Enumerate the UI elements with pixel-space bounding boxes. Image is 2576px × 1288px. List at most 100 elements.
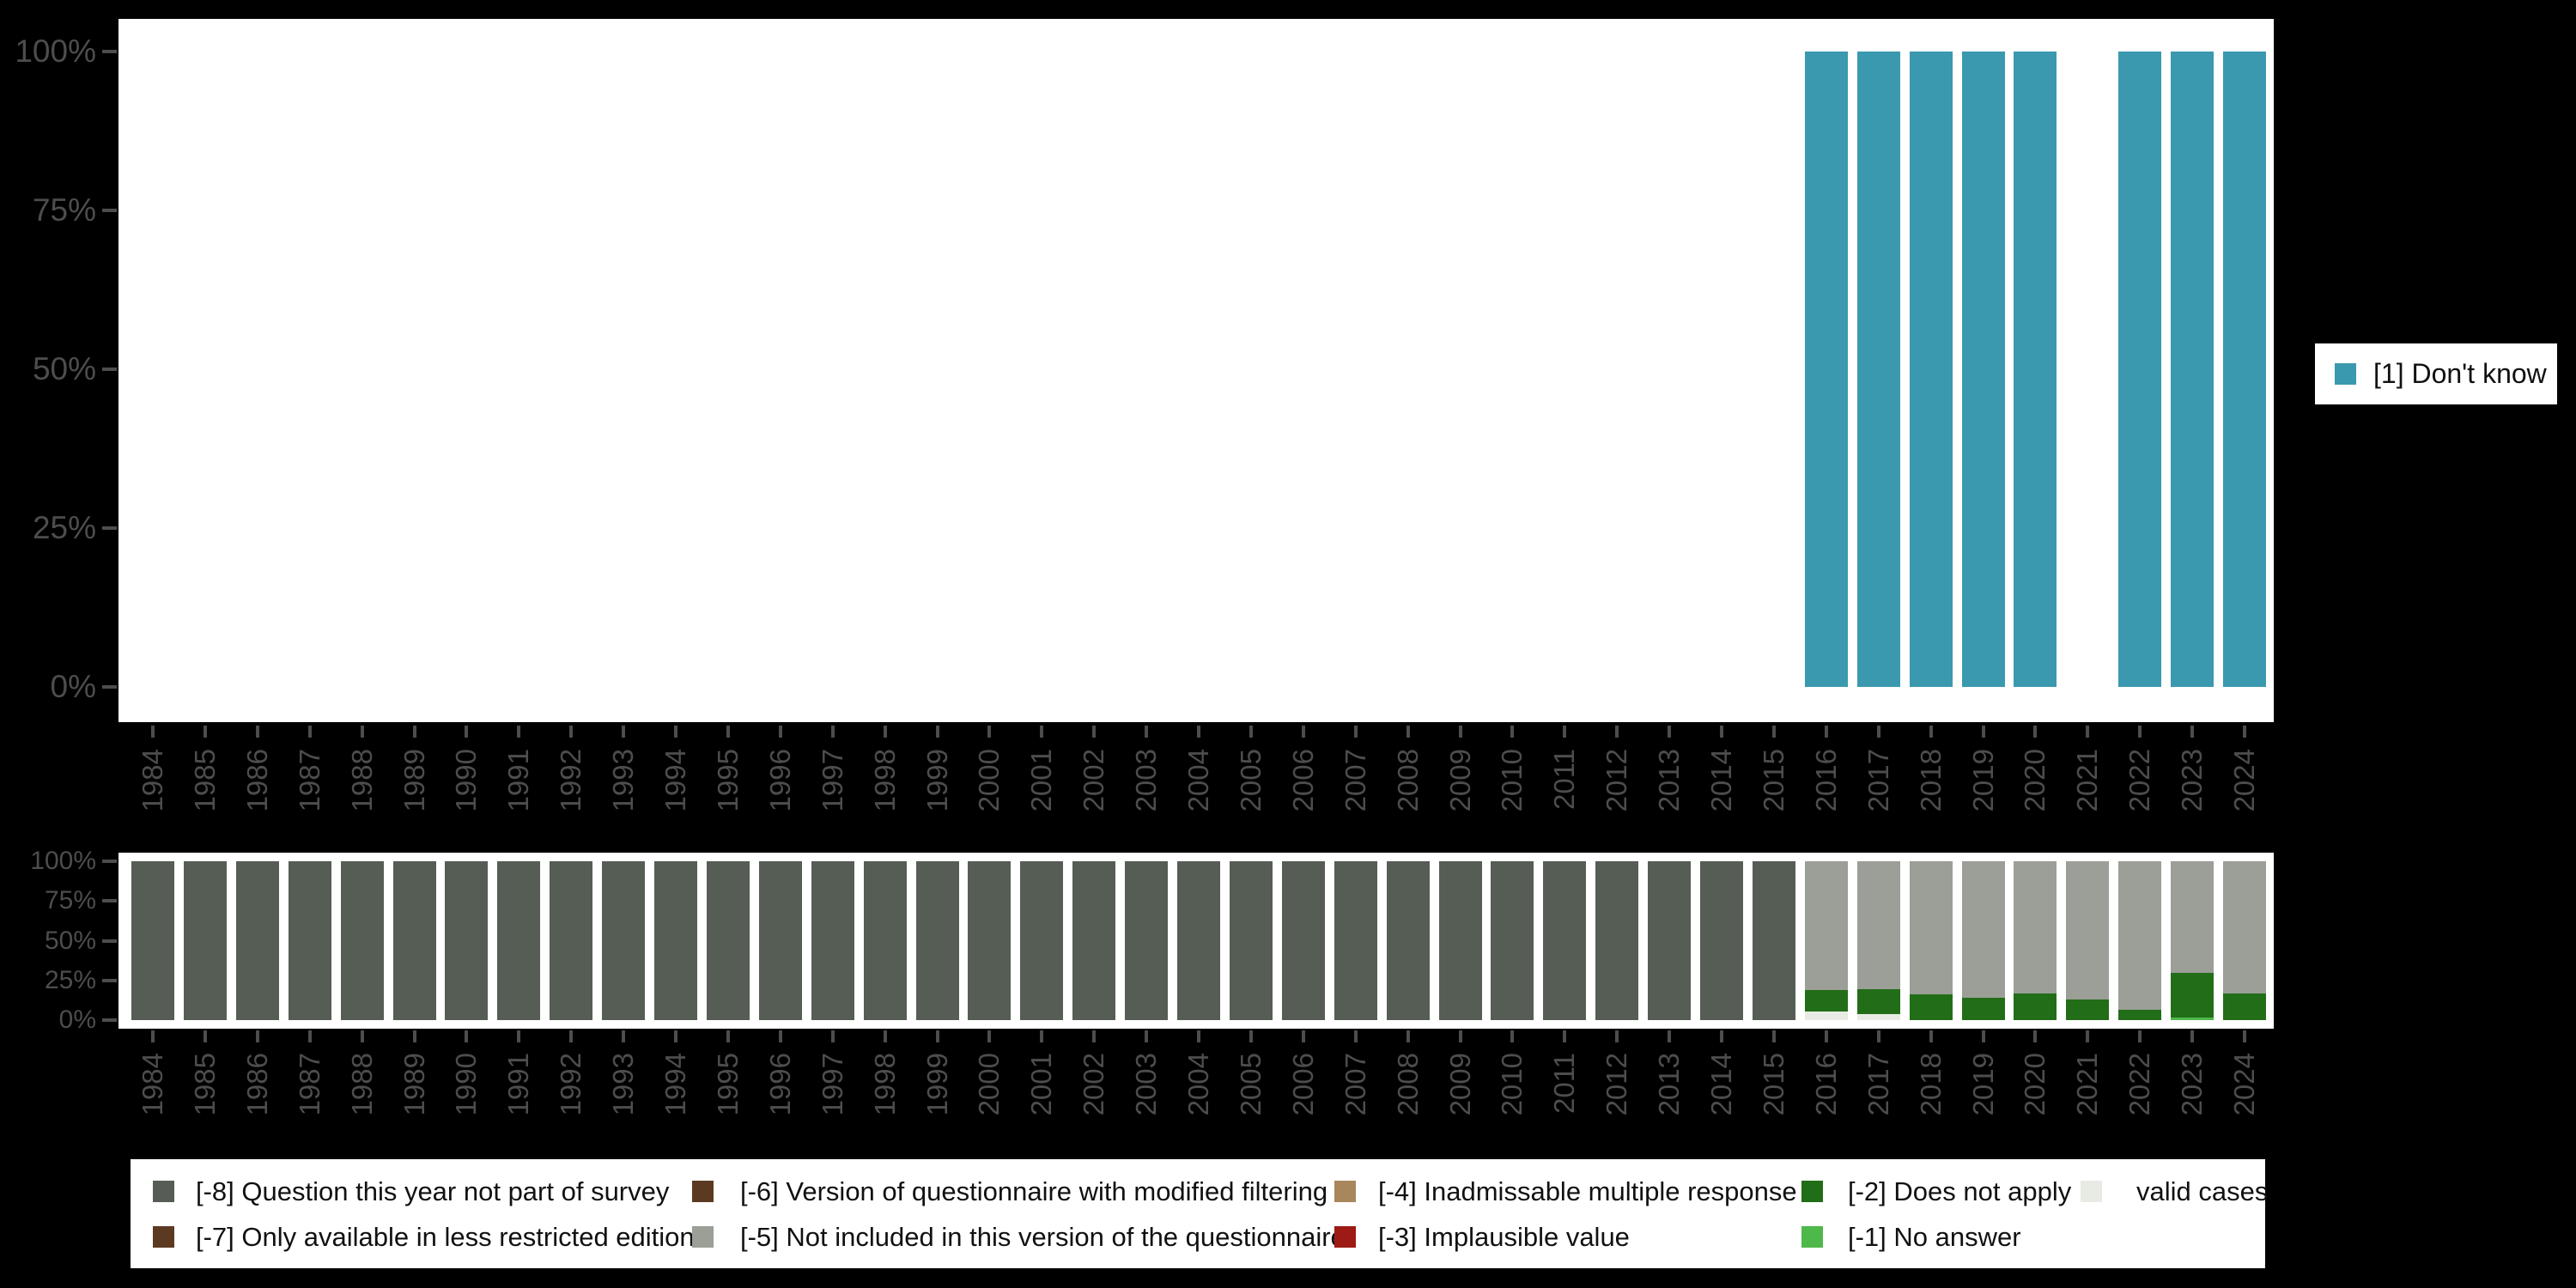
x-axis-tick xyxy=(1353,726,1358,738)
bar-segment xyxy=(758,861,802,1020)
x-axis-tick xyxy=(987,726,992,738)
x-axis-tick xyxy=(2086,1030,2090,1042)
bar-segment xyxy=(1595,861,1639,1020)
x-axis-year-label: 2016 xyxy=(1809,749,1842,812)
y-axis-tick xyxy=(102,979,117,982)
x-axis-year-label: 1996 xyxy=(763,1053,796,1116)
x-axis-year-label: 2024 xyxy=(2228,749,2260,812)
x-axis-tick xyxy=(1615,1030,1619,1042)
x-axis-year-label: 2012 xyxy=(1601,749,1633,812)
x-axis-tick xyxy=(1353,1030,1358,1042)
x-axis-tick xyxy=(517,1030,521,1042)
x-axis-tick xyxy=(1876,726,1880,738)
y-axis-label: 50% xyxy=(32,351,96,386)
x-axis-tick xyxy=(1197,726,1200,738)
x-axis-tick xyxy=(2243,726,2246,738)
x-axis-tick xyxy=(726,1030,730,1042)
x-axis-tick xyxy=(203,1030,207,1042)
x-axis-year-label: 1997 xyxy=(816,749,848,812)
x-axis-tick xyxy=(1876,1030,1880,1042)
bar-segment xyxy=(968,861,1012,1020)
x-axis-year-label: 2001 xyxy=(1025,749,1058,812)
x-axis-year-label: 2009 xyxy=(1443,1053,1476,1116)
bar-segment xyxy=(2223,861,2266,994)
x-axis-tick xyxy=(987,1030,992,1042)
legend-swatch xyxy=(692,1181,714,1202)
x-axis-year-label: 2003 xyxy=(1130,749,1163,812)
x-axis-year-label: 2015 xyxy=(1757,749,1789,812)
x-axis-tick xyxy=(935,1030,939,1042)
bar-segment xyxy=(1804,989,1848,1012)
x-axis-tick xyxy=(203,726,207,738)
x-axis-year-label: 1990 xyxy=(450,1053,483,1116)
bar-segment xyxy=(2223,52,2266,687)
dont-know-swatch xyxy=(2335,363,2356,385)
bar-segment xyxy=(2118,861,2162,1010)
x-axis-year-label: 2012 xyxy=(1601,1053,1633,1116)
x-axis-tick xyxy=(778,1030,782,1042)
x-axis-tick xyxy=(1720,1030,1723,1042)
bar-segment xyxy=(1543,861,1587,1020)
x-axis-tick xyxy=(1301,726,1305,738)
bar-segment xyxy=(1752,861,1795,1020)
x-axis-tick xyxy=(412,726,416,738)
y-axis-tick xyxy=(102,1018,117,1022)
bar-segment xyxy=(235,861,279,1020)
x-axis-year-label: 2000 xyxy=(973,749,1005,812)
x-axis-year-label: 1984 xyxy=(137,1053,168,1116)
legend-swatch xyxy=(153,1181,174,1202)
x-axis-year-label: 1993 xyxy=(607,1053,640,1116)
x-axis-tick xyxy=(883,1030,887,1042)
bar-segment xyxy=(1961,52,2005,687)
x-axis-year-label: 2000 xyxy=(973,1053,1005,1116)
bar-segment xyxy=(863,861,907,1020)
bar-segment xyxy=(1438,861,1482,1020)
bar-segment xyxy=(392,861,436,1020)
x-axis-year-label: 2008 xyxy=(1391,749,1424,812)
x-axis-year-label: 1999 xyxy=(920,1053,953,1116)
x-axis-year-label: 1985 xyxy=(188,749,221,812)
bar-segment xyxy=(1386,861,1430,1020)
x-axis-tick xyxy=(2190,1030,2195,1042)
y-axis-label: 0% xyxy=(50,669,96,704)
bar-segment xyxy=(2014,993,2057,1020)
y-axis-tick xyxy=(102,899,117,902)
x-axis-tick xyxy=(1981,726,1985,738)
x-axis-tick xyxy=(674,726,677,738)
x-axis-tick xyxy=(1720,726,1723,738)
x-axis-year-label: 2018 xyxy=(1914,749,1947,812)
x-axis-tick xyxy=(1092,726,1097,738)
x-axis-year-label: 2020 xyxy=(2019,1053,2051,1116)
x-axis-tick xyxy=(1458,1030,1462,1042)
x-axis-tick xyxy=(778,726,782,738)
legend-item-label: [-5] Not included in this version of the… xyxy=(740,1222,1346,1252)
x-axis-tick xyxy=(255,1030,259,1042)
x-axis-year-label: 1993 xyxy=(607,749,640,812)
x-axis-tick xyxy=(1510,726,1515,738)
x-axis-tick xyxy=(1145,726,1149,738)
bar-segment xyxy=(1804,1011,1848,1020)
x-axis-year-label: 1995 xyxy=(711,749,744,812)
x-axis-year-label: 1990 xyxy=(450,749,483,812)
y-axis-label: 75% xyxy=(44,886,96,914)
x-axis-year-label: 1995 xyxy=(711,1053,744,1116)
y-axis-label: 50% xyxy=(44,927,96,955)
y-axis-label: 25% xyxy=(44,966,96,994)
x-axis-year-label: 2021 xyxy=(2071,749,2104,812)
x-axis-tick xyxy=(1040,726,1044,738)
legend-swatch xyxy=(1334,1181,1356,1202)
x-axis-year-label: 1994 xyxy=(659,749,691,812)
x-axis-year-label: 2014 xyxy=(1705,749,1737,812)
x-axis-tick xyxy=(1510,1030,1515,1042)
x-axis-year-label: 1989 xyxy=(398,749,430,812)
x-axis-tick xyxy=(622,726,626,738)
x-axis-tick xyxy=(1824,726,1828,738)
x-axis-year-label: 1998 xyxy=(868,749,901,812)
x-axis-tick xyxy=(412,1030,416,1042)
bar-segment xyxy=(1125,861,1169,1020)
x-axis-year-label: 2005 xyxy=(1234,1053,1267,1116)
bar-segment xyxy=(1804,52,1848,687)
bar-segment xyxy=(2118,1009,2162,1020)
x-axis-tick xyxy=(1145,1030,1149,1042)
x-axis-tick xyxy=(1563,726,1567,738)
